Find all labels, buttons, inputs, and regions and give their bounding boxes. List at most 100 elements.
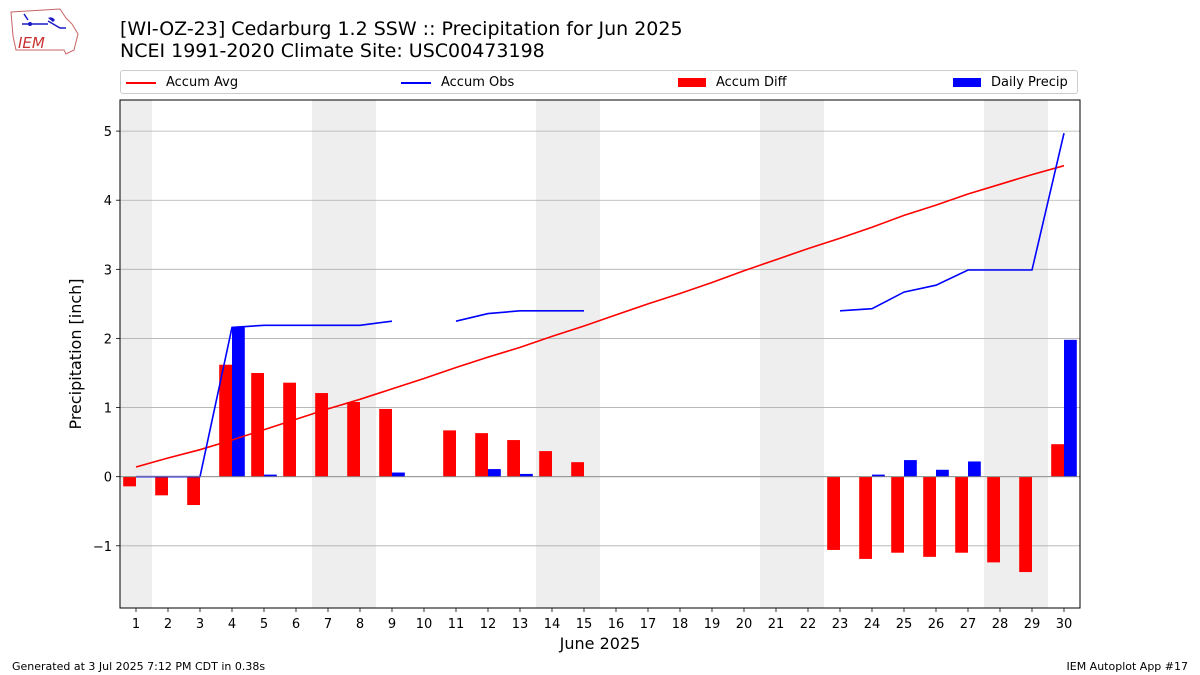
x-tick-label-8: 8 [356,617,364,632]
x-tick-label-15: 15 [576,617,593,632]
y-tick-label-5: 4 [104,194,112,209]
accum-diff-bar-day-3 [187,476,200,506]
x-tick-label-26: 26 [928,617,945,632]
footer-generated-text: Generated at 3 Jul 2025 7:12 PM CDT in 0… [12,660,266,673]
weekend-shade-day-7 [312,100,344,608]
legend-item-accum-obs: Accum Obs [401,74,514,91]
chart-subtitle: NCEI 1991-2020 Climate Site: USC00473198 [120,40,545,62]
weekend-shade-day-21 [760,100,792,608]
accum-diff-bar-day-13 [507,440,520,477]
accum-diff-bar-day-29 [1019,476,1032,573]
accum-diff-bar-day-28 [987,476,1000,563]
accum-diff-bar-day-23 [827,476,840,550]
y-axis-label: Precipitation [inch] [66,278,85,429]
accum-diff-bar-day-4 [219,364,232,477]
accum-diff-bar-day-5 [251,373,264,477]
accum-diff-bar-day-24 [859,476,872,559]
weekend-shade-day-1 [120,100,152,608]
x-tick-label-3: 3 [196,617,204,632]
accum-diff-bar-day-8 [347,402,360,477]
accum-obs-line-segment-2 [839,133,1065,312]
accum-diff-bar-day-12 [475,433,488,477]
x-tick-label-16: 16 [608,617,625,632]
legend-swatch-accum-avg [126,81,156,84]
daily-precip-bar-day-5 [264,474,277,477]
legend-label-daily-precip: Daily Precip [991,75,1068,90]
accum-diff-bar-day-1 [123,476,136,487]
x-tick-label-12: 12 [480,617,497,632]
x-tick-label-25: 25 [896,617,913,632]
weekend-shade-day-14 [536,100,568,608]
y-tick-label-1: 0 [104,471,112,486]
accum-diff-bar-day-9 [379,408,392,477]
accum-diff-bar-day-30 [1051,444,1064,477]
x-tick-label-10: 10 [416,617,433,632]
x-tick-label-6: 6 [292,617,300,632]
y-tick-label-4: 3 [104,263,112,278]
x-tick-label-1: 1 [132,617,140,632]
x-tick-label-20: 20 [736,617,753,632]
accum-diff-bar-day-6 [283,382,296,477]
y-tick-label-0: −1 [93,540,112,555]
logo-text: IEM [18,34,45,52]
plot-frame [119,99,1081,609]
legend-label-accum-obs: Accum Obs [441,75,515,90]
accum-diff-bar-day-26 [923,476,936,557]
legend-label-accum-avg: Accum Avg [166,75,239,90]
accum-obs-line-segment-1 [455,309,584,322]
legend-item-accum-diff: Accum Diff [678,74,787,91]
weekend-shade-day-8 [344,100,376,608]
accum-diff-bar-day-25 [891,476,904,553]
x-tick-label-9: 9 [388,617,396,632]
x-tick-label-24: 24 [864,617,881,632]
daily-precip-bar-day-12 [488,469,501,477]
accum-diff-bar-day-27 [955,476,968,553]
weekend-shade-day-15 [568,100,600,608]
legend-swatch-accum-diff [678,78,706,87]
daily-precip-bar-day-26 [936,469,949,477]
x-tick-label-11: 11 [448,617,465,632]
x-tick-label-27: 27 [960,617,977,632]
legend-item-daily-precip: Daily Precip [953,74,1068,91]
daily-precip-bar-day-30 [1064,339,1077,477]
iem-logo: IEM [10,8,79,55]
daily-precip-bar-day-27 [968,461,981,477]
y-tick-label-3: 2 [104,332,112,347]
x-tick-label-13: 13 [512,617,529,632]
daily-precip-bar-day-13 [520,473,533,477]
daily-precip-bar-day-24 [872,474,885,477]
x-tick-label-19: 19 [704,617,721,632]
x-tick-label-18: 18 [672,617,689,632]
accum-diff-bar-day-7 [315,393,328,477]
weekend-shading-layer [120,100,1048,608]
daily-precip-bar-day-4 [232,327,245,477]
x-tick-label-30: 30 [1056,617,1073,632]
weekend-shade-day-22 [792,100,824,608]
x-tick-label-28: 28 [992,617,1009,632]
legend-swatch-accum-obs [401,81,431,84]
x-tick-label-29: 29 [1024,617,1041,632]
footer-app-text: IEM Autoplot App #17 [1066,660,1189,673]
x-tick-label-14: 14 [544,617,561,632]
bars-layer [123,327,1077,573]
x-tick-label-5: 5 [260,617,268,632]
x-tick-label-7: 7 [324,617,332,632]
daily-precip-bar-day-25 [904,460,917,477]
chart-legend: Accum Avg Accum Obs Accum Diff Daily Pre… [120,70,1078,94]
x-tick-label-22: 22 [800,617,817,632]
legend-item-accum-avg: Accum Avg [126,74,238,91]
legend-label-accum-diff: Accum Diff [716,75,787,90]
daily-precip-bar-day-9 [392,472,405,477]
x-axis-label: June 2025 [559,634,641,653]
y-tick-label-2: 1 [104,402,112,417]
x-tick-label-17: 17 [640,617,657,632]
x-tick-label-21: 21 [768,617,785,632]
accum-diff-bar-day-2 [155,476,168,496]
accum-avg-line-segment-0 [135,164,1065,468]
x-tick-label-4: 4 [228,617,236,632]
accum-diff-bar-day-15 [571,462,584,477]
legend-swatch-daily-precip [953,78,981,87]
chart-title: [WI-OZ-23] Cedarburg 1.2 SSW :: Precipit… [120,18,683,40]
